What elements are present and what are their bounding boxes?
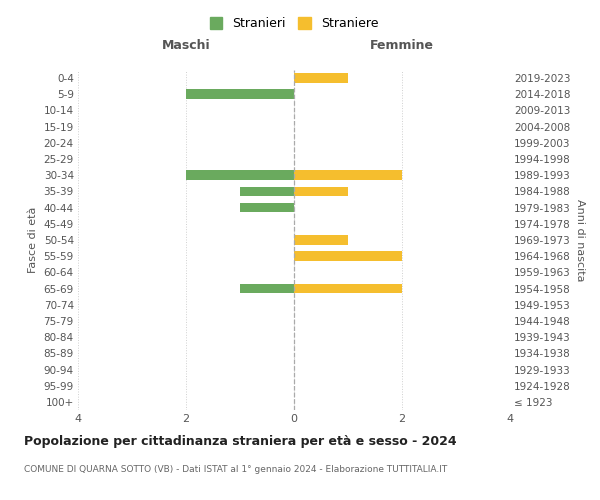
Bar	[186, 170, 294, 180]
Bar	[240, 203, 294, 212]
Y-axis label: Anni di nascita: Anni di nascita	[575, 198, 585, 281]
Y-axis label: Fasce di età: Fasce di età	[28, 207, 38, 273]
Bar	[186, 90, 294, 99]
Legend: Stranieri, Straniere: Stranieri, Straniere	[205, 12, 383, 35]
Bar	[240, 186, 294, 196]
Bar	[294, 284, 402, 294]
Bar	[294, 170, 402, 180]
Text: Femmine: Femmine	[370, 40, 434, 52]
Text: Maschi: Maschi	[161, 40, 211, 52]
Bar	[240, 284, 294, 294]
Text: Popolazione per cittadinanza straniera per età e sesso - 2024: Popolazione per cittadinanza straniera p…	[24, 435, 457, 448]
Bar	[294, 186, 348, 196]
Bar	[294, 235, 348, 245]
Bar	[294, 252, 402, 261]
Bar	[294, 73, 348, 83]
Text: COMUNE DI QUARNA SOTTO (VB) - Dati ISTAT al 1° gennaio 2024 - Elaborazione TUTTI: COMUNE DI QUARNA SOTTO (VB) - Dati ISTAT…	[24, 465, 447, 474]
